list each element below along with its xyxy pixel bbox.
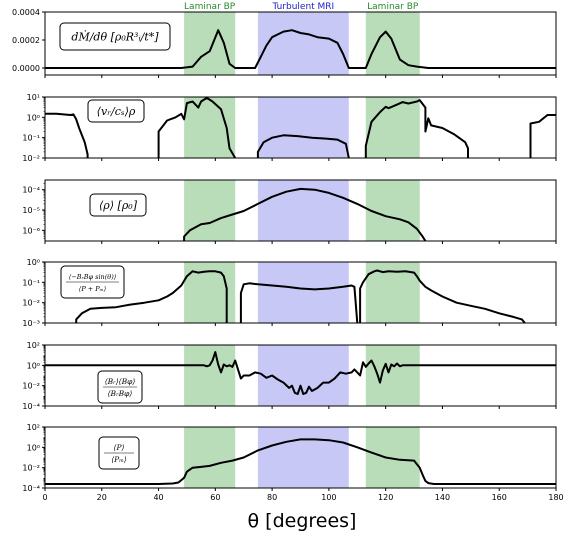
- region-band-laminar: [184, 345, 236, 406]
- region-label-laminar: Laminar BP: [367, 2, 419, 12]
- x-tick-label: 160: [492, 493, 507, 502]
- panel-frame: [44, 426, 557, 489]
- y-tick-label: 10⁰: [27, 113, 40, 122]
- region-band-turbulent: [257, 262, 349, 323]
- y-tick-label: 10⁻⁵: [22, 206, 40, 215]
- panel-label-box: [87, 99, 145, 123]
- region-band-laminar: [184, 12, 236, 75]
- panel-label-denominator: ⟨BᵣBφ⟩: [108, 389, 133, 398]
- y-tick-label: 10⁻⁴: [22, 402, 40, 411]
- y-tick-label: 0.0000: [12, 64, 40, 73]
- panel-label: ⟨ρ⟩ [ρ₀]: [99, 199, 138, 212]
- x-tick-label: 120: [378, 493, 393, 502]
- region-band-turbulent: [257, 12, 349, 75]
- region-labels: Laminar BP Turbulent MRI Laminar BP: [184, 2, 419, 12]
- y-tick-label: 0.0004: [12, 8, 40, 17]
- x-tick-label: 40: [153, 493, 163, 502]
- panel-label-denominator: ⟨Pₘ⟩: [111, 455, 127, 464]
- panel-label: ⟨vᵣ/cₛ⟩ρ: [97, 105, 136, 118]
- y-tick-label: 10⁰: [27, 258, 40, 267]
- region-band-turbulent: [257, 97, 349, 158]
- series-line: [45, 351, 556, 395]
- series-line: [183, 187, 427, 241]
- y-tick-label: 10⁰: [27, 443, 40, 452]
- panel-label-box: [59, 22, 171, 51]
- panel-label-numerator: ⟨Bᵣ⟩⟨Bφ⟩: [105, 377, 136, 386]
- region-label-laminar: Laminar BP: [184, 2, 236, 12]
- y-tick-label: 10⁻¹: [22, 134, 40, 143]
- region-band-laminar: [184, 180, 236, 241]
- y-tick-label: 10⁻⁴: [22, 186, 40, 195]
- panel-5: 10² 10⁰ 10⁻² 10⁻⁴ ⟨Bᵣ⟩⟨Bφ⟩ ⟨BᵣBφ⟩: [22, 341, 557, 411]
- panel-frame: [44, 11, 557, 76]
- panel-label-numerator: ⟨P⟩: [114, 443, 125, 452]
- y-tick-label: 10²: [27, 423, 40, 432]
- region-band-turbulent: [257, 180, 349, 241]
- panel-label-numerator: ⟨−BᵣBφ sin(θ)⟩: [69, 273, 117, 281]
- series-line: [45, 97, 556, 158]
- region-band-laminar: [184, 427, 236, 488]
- region-band-laminar: [365, 345, 420, 406]
- region-band-turbulent: [257, 427, 349, 488]
- panel-frame: [44, 96, 557, 159]
- region-band-laminar: [365, 180, 420, 241]
- x-tick-label: 100: [321, 493, 336, 502]
- y-tick-label: 10⁻²: [22, 382, 40, 391]
- x-tick-label: 20: [97, 493, 107, 502]
- x-tick-label: 140: [435, 493, 450, 502]
- panel-3: 10⁻⁴ 10⁻⁵ 10⁻⁶ ⟨ρ⟩ [ρ₀]: [22, 179, 557, 244]
- y-tick-label: 0.0002: [12, 36, 40, 45]
- panel-frame: [44, 344, 557, 407]
- panel-label-box: [89, 193, 147, 217]
- chart-panels: 0.0000 0.0002 0.0004 dṀ/dθ [ρ₀R³ᵢ/t*] 10¹ 10⁰…: [12, 8, 564, 502]
- x-tick-label: 60: [210, 493, 220, 502]
- y-tick-label: 10⁻⁴: [22, 484, 40, 493]
- y-tick-label: 10⁻⁶: [22, 226, 40, 235]
- y-tick-label: 10⁰: [27, 361, 40, 370]
- panel-label-denominator: ⟨P + Pₘ⟩: [79, 285, 106, 293]
- y-tick-label: 10⁻³: [22, 319, 40, 328]
- y-tick-label: 10⁻²: [22, 299, 40, 308]
- region-label-turbulent: Turbulent MRI: [271, 2, 334, 12]
- y-tick-label: 10¹: [27, 93, 40, 102]
- x-axis-label: θ [degrees]: [248, 510, 357, 532]
- x-tick-label: 180: [548, 493, 563, 502]
- y-tick-label: 10⁻¹: [22, 278, 40, 287]
- y-tick-label: 10²: [27, 341, 40, 350]
- panel-4: 10⁰ 10⁻¹ 10⁻² 10⁻³ ⟨−BᵣBφ sin(θ)⟩ ⟨P + Pₘ⟩: [22, 258, 557, 328]
- x-tick-label: 0: [42, 493, 47, 502]
- panel-1: 0.0000 0.0002 0.0004 dṀ/dθ [ρ₀R³ᵢ/t*]: [12, 8, 557, 78]
- series-line: [45, 438, 556, 485]
- panel-frame: [44, 261, 557, 324]
- panel-2: 10¹ 10⁰ 10⁻¹ 10⁻² ⟨vᵣ/cₛ⟩ρ: [22, 93, 557, 163]
- panel-6: 10² 10⁰ 10⁻² 10⁻⁴0 20 40 60 80 100 120 140 160 180 ⟨P…: [22, 423, 563, 502]
- x-tick-label: 80: [267, 493, 277, 502]
- panel-label: dṀ/dθ [ρ₀R³ᵢ/t*]: [71, 30, 159, 44]
- series-line: [75, 269, 526, 323]
- region-band-laminar: [365, 427, 420, 488]
- series-line: [45, 29, 556, 69]
- y-tick-label: 10⁻²: [22, 154, 40, 163]
- y-tick-label: 10⁻²: [22, 464, 40, 473]
